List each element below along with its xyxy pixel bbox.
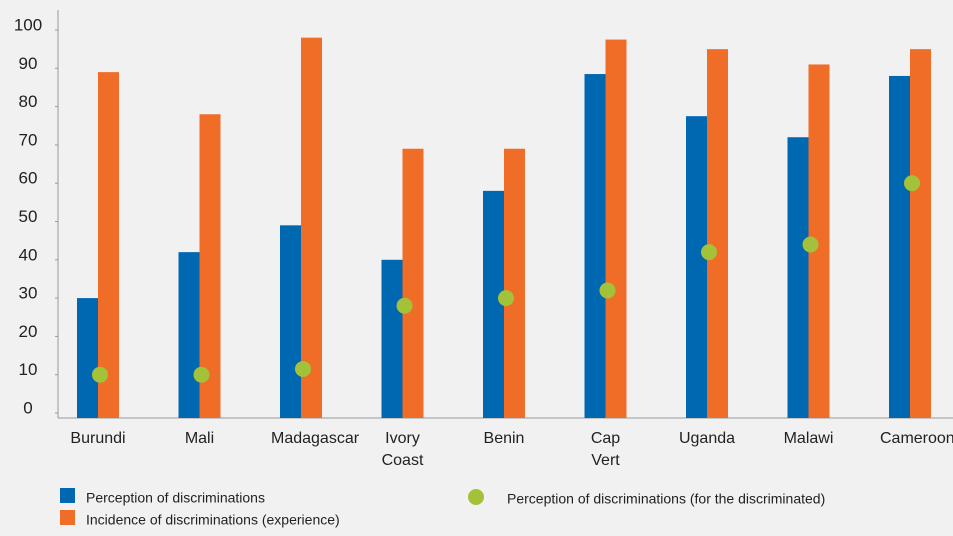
y-tick-label: 70 — [19, 130, 38, 149]
dot — [599, 282, 616, 299]
x-tick-label: Madagascar — [271, 430, 360, 447]
legend-marker — [468, 489, 484, 505]
bar — [402, 148, 424, 419]
legend-label: Perception of discriminations — [86, 490, 265, 506]
x-tick-label: Cameroon — [880, 430, 953, 447]
dot — [396, 297, 413, 314]
y-tick-label: 50 — [19, 207, 38, 226]
bar — [707, 49, 728, 419]
y-tick-label: 90 — [19, 54, 38, 73]
y-tick-label: 40 — [19, 245, 38, 264]
dot — [193, 366, 210, 383]
x-tick-label: Uganda — [678, 430, 736, 447]
x-tick-label: Burundi — [70, 430, 126, 447]
y-tick-label: 100 — [14, 15, 42, 34]
bar — [301, 37, 322, 418]
legend-label: Perception of discriminations (for the d… — [507, 491, 825, 507]
dot — [295, 360, 311, 377]
x-tick-label: Benin — [483, 430, 525, 447]
y-tick-label: 80 — [19, 92, 38, 111]
bar — [504, 148, 525, 419]
legend-marker — [60, 510, 75, 525]
bar — [808, 64, 830, 418]
bar — [381, 259, 403, 418]
y-tick-label: 10 — [19, 360, 38, 379]
x-tick-label: Malawi — [783, 430, 834, 447]
bar — [98, 72, 119, 418]
bar — [280, 225, 301, 418]
y-tick-label: 20 — [19, 322, 38, 341]
bar — [584, 74, 606, 419]
dot — [904, 175, 920, 192]
y-tick-label: 30 — [19, 284, 38, 303]
dot — [701, 244, 717, 261]
bar — [787, 137, 809, 419]
bar — [889, 75, 910, 419]
bar — [199, 114, 221, 418]
bar — [910, 49, 931, 419]
y-tick-label: 60 — [19, 169, 38, 188]
bar — [686, 116, 707, 419]
legend-label: Incidence of discriminations (experience… — [86, 512, 340, 528]
dot — [498, 290, 514, 307]
bar — [77, 298, 98, 418]
dot — [92, 366, 108, 383]
legend-marker — [60, 488, 75, 503]
bar — [483, 190, 504, 418]
x-tick-label: Ivory Coast — [381, 430, 424, 469]
y-tick-label: 0 — [23, 398, 32, 417]
x-tick-label: Cap Vert — [590, 430, 621, 469]
bar — [178, 252, 200, 418]
x-tick-label: Mali — [184, 430, 215, 447]
bar — [605, 39, 627, 418]
dot — [802, 236, 819, 253]
